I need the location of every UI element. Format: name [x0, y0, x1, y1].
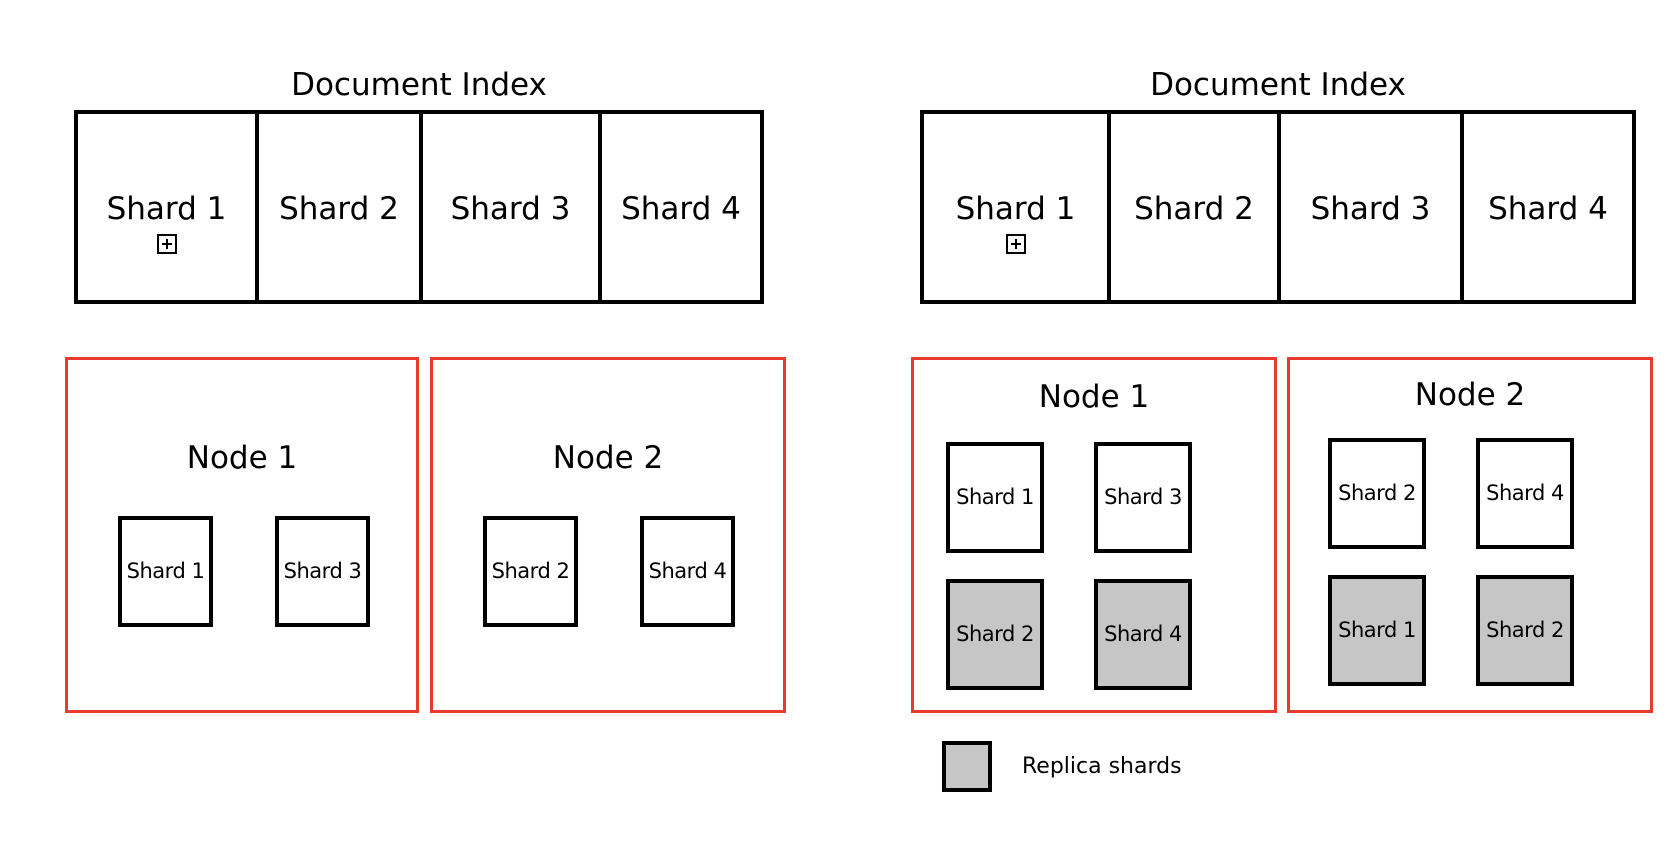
left-node-1-shard-a[interactable]: Shard 1	[118, 516, 213, 627]
left-index-title: Document Index	[291, 67, 547, 103]
shard-label: Shard 4	[648, 559, 727, 583]
right-node-2-replica-b[interactable]: Shard 2	[1476, 575, 1574, 686]
left-node-1-title: Node 1	[186, 440, 298, 476]
right-index-shard-3[interactable]: Shard 3	[1281, 114, 1464, 300]
right-node-1-shard-b[interactable]: Shard 3	[1094, 442, 1192, 553]
plus-box-icon[interactable]	[1005, 234, 1026, 254]
replica-legend-swatch	[942, 741, 992, 792]
left-node-2-title: Node 2	[552, 440, 664, 476]
shard-label: Shard 3	[283, 559, 362, 583]
right-node-1-replica-b[interactable]: Shard 4	[1094, 579, 1192, 690]
right-node-1: Node 1 Shard 1 Shard 3 Shard 2 Shard 4	[911, 357, 1277, 713]
right-index-shard-3-label: Shard 3	[1310, 191, 1431, 227]
shard-label: Shard 2	[1338, 481, 1416, 505]
replica-legend-label: Replica shards	[1022, 754, 1182, 779]
right-node-2-shard-b[interactable]: Shard 4	[1476, 438, 1574, 549]
left-index-shard-4-label: Shard 4	[621, 191, 741, 227]
left-node-2: Node 2 Shard 2 Shard 4	[430, 357, 786, 713]
left-index-shard-1[interactable]: Shard 1	[78, 114, 259, 300]
right-index-shard-4-label: Shard 4	[1488, 191, 1608, 227]
shard-label: Shard 1	[126, 559, 205, 583]
left-node-1: Node 1 Shard 1 Shard 3	[65, 357, 419, 713]
shard-label: Shard 4	[1104, 622, 1182, 646]
right-node-1-shard-a[interactable]: Shard 1	[946, 442, 1044, 553]
shard-label: Shard 1	[956, 485, 1034, 509]
right-index-shard-2-label: Shard 2	[1134, 191, 1254, 227]
shard-label: Shard 2	[956, 622, 1034, 646]
plus-box-icon[interactable]	[156, 234, 177, 254]
right-node-2-replica-a[interactable]: Shard 1	[1328, 575, 1426, 686]
right-node-2-title: Node 2	[1414, 377, 1526, 413]
left-document-index: Shard 1 Shard 2 Shard 3 Shard 4	[74, 110, 764, 304]
left-index-shard-4[interactable]: Shard 4	[602, 114, 760, 300]
left-index-shard-1-label: Shard 1	[106, 191, 227, 227]
left-node-2-shard-b[interactable]: Shard 4	[640, 516, 735, 627]
shard-label: Shard 2	[1486, 618, 1564, 642]
left-index-shard-2[interactable]: Shard 2	[259, 114, 423, 300]
shard-label: Shard 4	[1486, 481, 1564, 505]
right-node-2: Node 2 Shard 2 Shard 4 Shard 1 Shard 2	[1287, 357, 1653, 713]
right-document-index: Shard 1 Shard 2 Shard 3 Shard 4	[920, 110, 1636, 304]
right-index-shard-4[interactable]: Shard 4	[1464, 114, 1632, 300]
shard-label: Shard 3	[1104, 485, 1182, 509]
right-index-shard-2[interactable]: Shard 2	[1111, 114, 1281, 300]
left-index-shard-2-label: Shard 2	[279, 191, 399, 227]
right-index-title: Document Index	[1150, 67, 1406, 103]
right-node-2-shard-a[interactable]: Shard 2	[1328, 438, 1426, 549]
left-node-2-shard-a[interactable]: Shard 2	[483, 516, 578, 627]
right-index-shard-1-label: Shard 1	[955, 191, 1076, 227]
shard-label: Shard 1	[1338, 618, 1416, 642]
left-index-shard-3-label: Shard 3	[450, 191, 571, 227]
right-node-1-replica-a[interactable]: Shard 2	[946, 579, 1044, 690]
left-index-shard-3[interactable]: Shard 3	[423, 114, 602, 300]
shard-label: Shard 2	[491, 559, 570, 583]
right-index-shard-1[interactable]: Shard 1	[924, 114, 1111, 300]
right-node-1-title: Node 1	[1038, 379, 1150, 415]
left-node-1-shard-b[interactable]: Shard 3	[275, 516, 370, 627]
